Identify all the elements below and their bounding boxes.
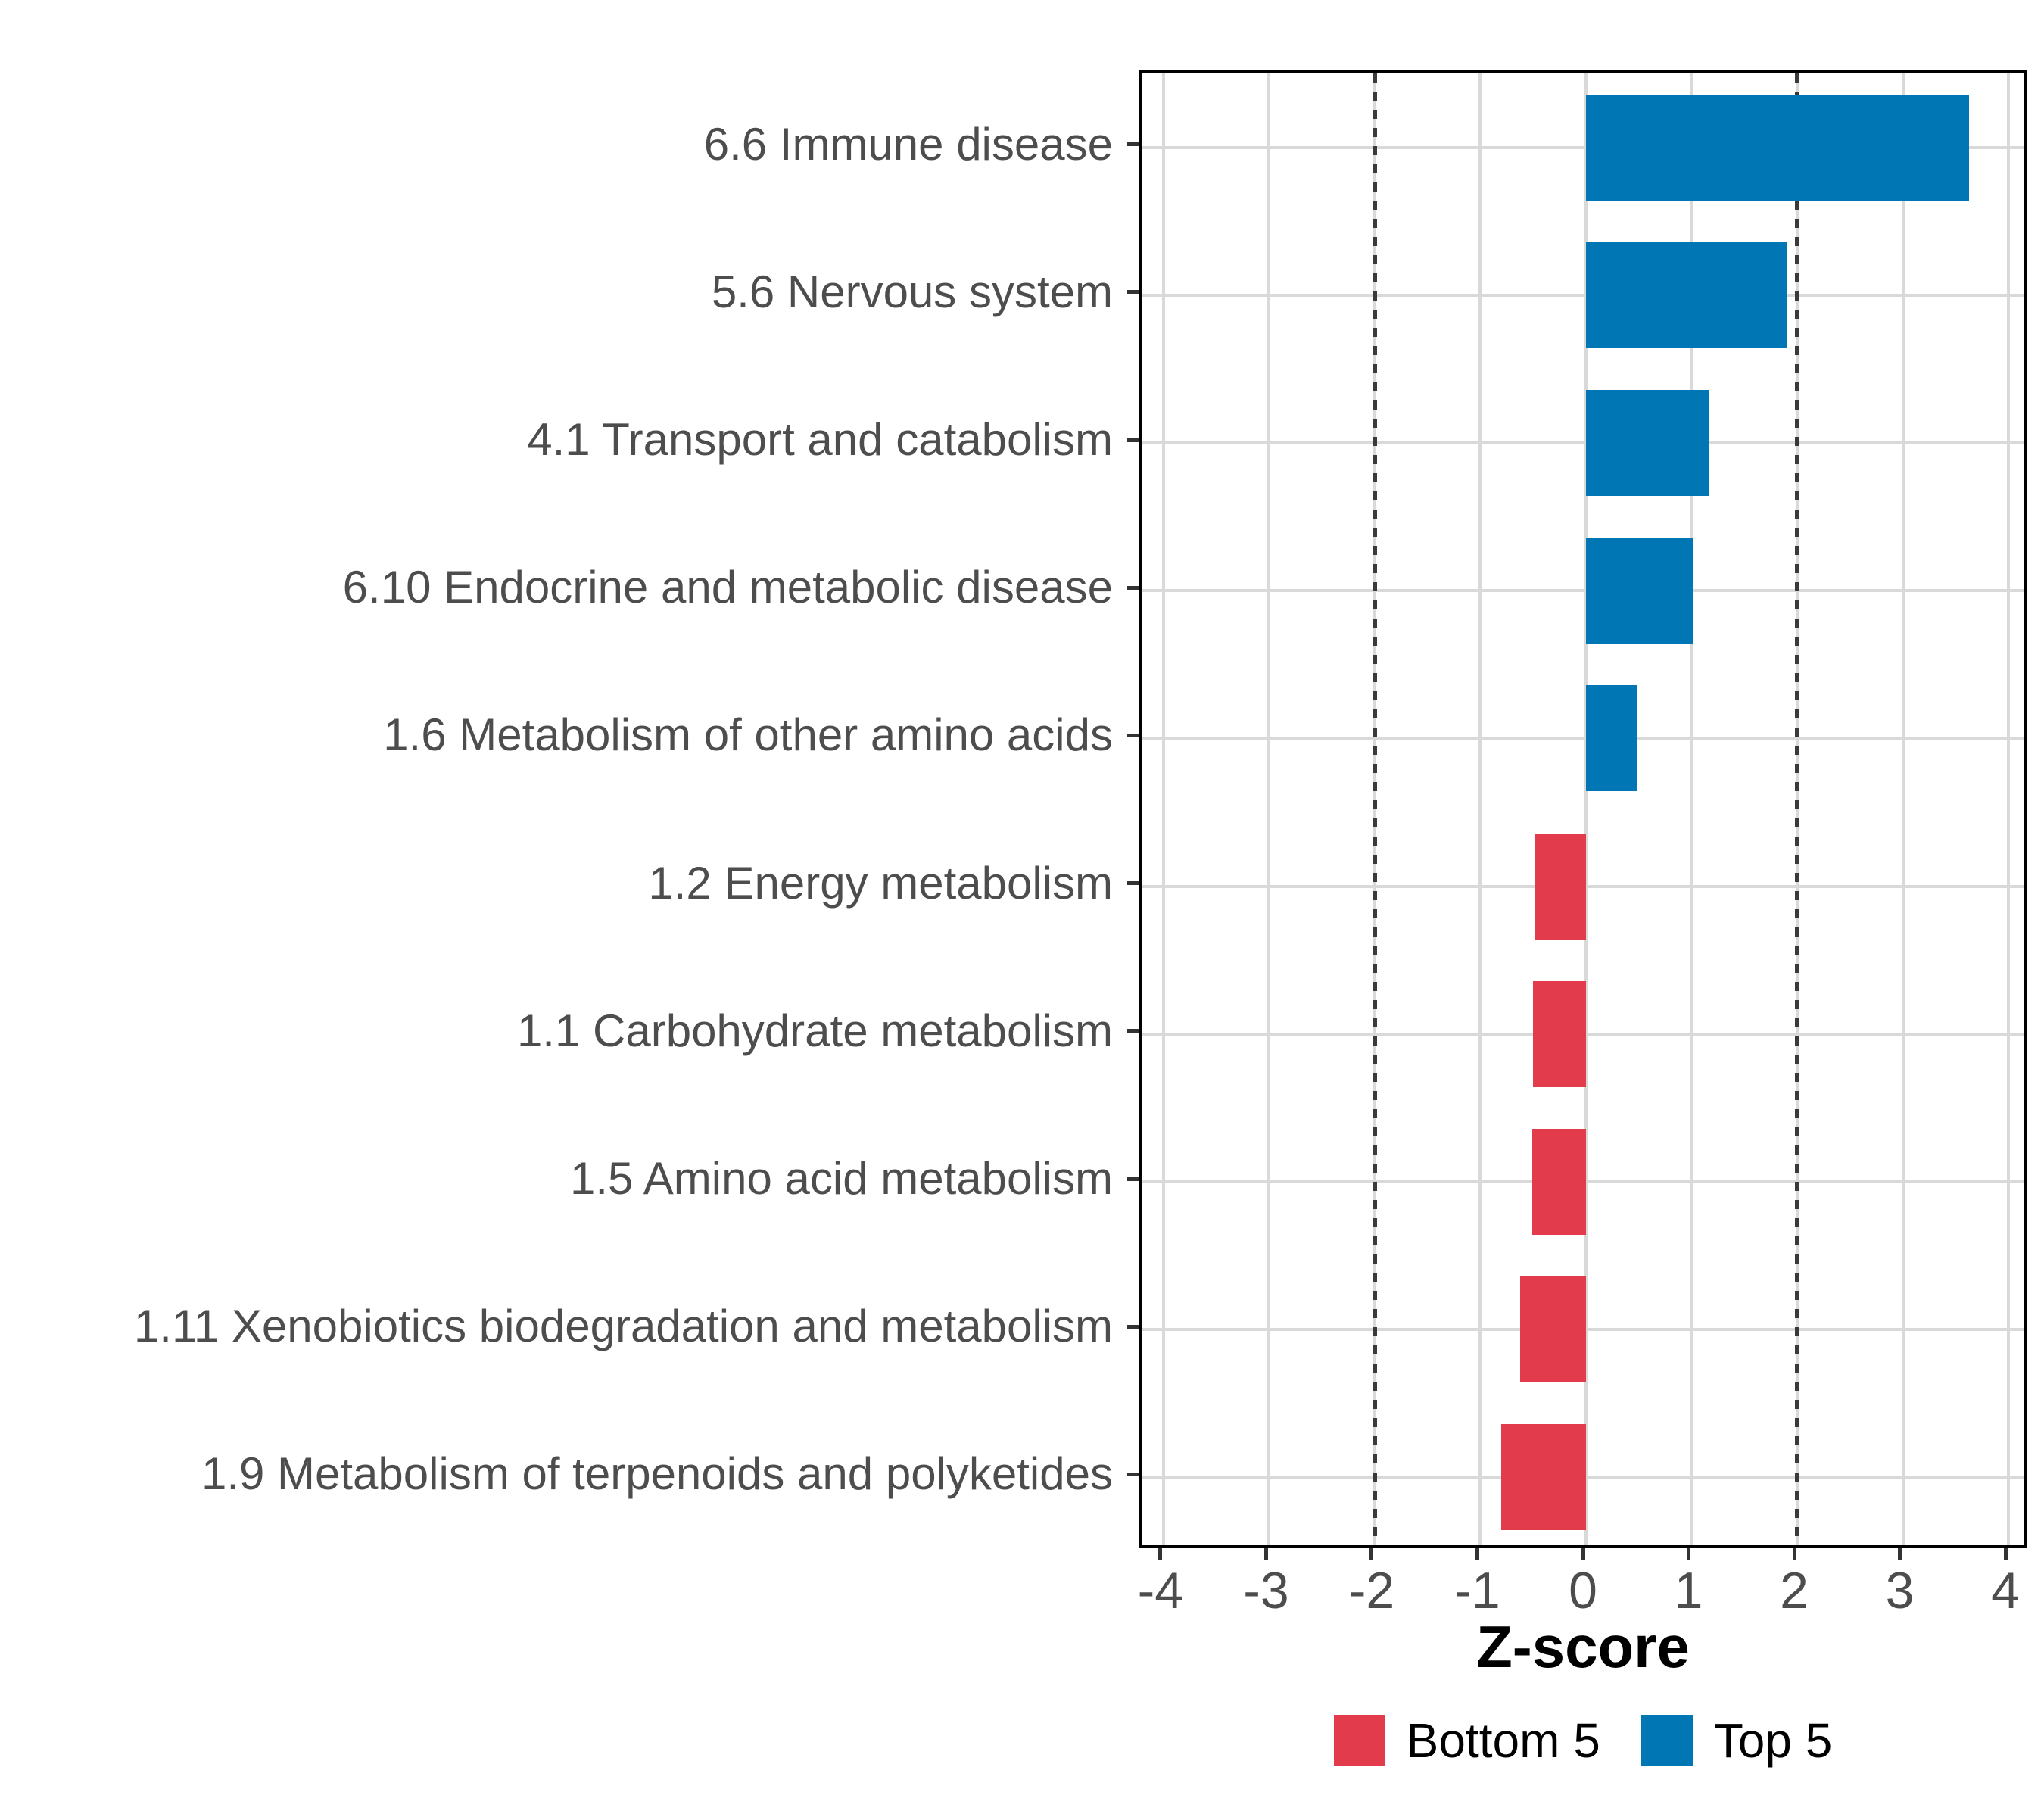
bar-1-6-metabolism-of-other-amino-acids — [1586, 685, 1637, 792]
y-tick-3 — [1127, 585, 1139, 590]
legend-item-bottom5: Bottom 5 — [1333, 1713, 1600, 1769]
x-tick-label-2: 2 — [1780, 1562, 1809, 1619]
gridline-row-4 — [1142, 737, 2024, 740]
gridline-row-0 — [1142, 145, 2024, 149]
gridline-x--1 — [1478, 73, 1482, 1545]
bar-4-1-transport-and-catabolism — [1586, 390, 1709, 496]
y-label-9: 1.9 Metabolism of terpenoids and polyket… — [201, 1448, 1113, 1500]
y-label-5: 1.2 Energy metabolism — [648, 857, 1113, 908]
x-tick-0 — [1581, 1548, 1585, 1560]
x-tick-2 — [1792, 1548, 1796, 1560]
reference-line-x-2 — [1795, 73, 1800, 1545]
gridline-x-1 — [1690, 73, 1693, 1545]
x-tick-label-1: 1 — [1674, 1562, 1703, 1619]
y-label-6: 1.1 Carbohydrate metabolism — [516, 1005, 1113, 1056]
gridline-row-3 — [1142, 589, 2024, 593]
gridline-x-0 — [1584, 73, 1588, 1545]
x-tick-4 — [2003, 1548, 2008, 1560]
plot-panel — [1139, 70, 2027, 1548]
x-tick-label-0: 0 — [1569, 1562, 1597, 1619]
y-tick-8 — [1127, 1324, 1139, 1329]
legend-swatch-bottom5 — [1333, 1715, 1385, 1766]
y-tick-7 — [1127, 1177, 1139, 1181]
y-label-2: 4.1 Transport and catabolism — [527, 414, 1113, 465]
bar-6-6-immune-disease — [1586, 94, 1970, 201]
gridline-x-4 — [2007, 73, 2011, 1545]
y-label-4: 1.6 Metabolism of other amino acids — [383, 709, 1113, 761]
x-tick--4 — [1158, 1548, 1163, 1560]
bar-5-6-nervous-system — [1586, 242, 1787, 348]
x-tick--1 — [1475, 1548, 1479, 1560]
bar-1-5-amino-acid-metabolism — [1531, 1129, 1586, 1235]
y-tick-9 — [1127, 1472, 1139, 1476]
y-tick-1 — [1127, 290, 1139, 295]
gridline-x-3 — [1901, 73, 1905, 1545]
gridline-row-2 — [1142, 441, 2024, 444]
x-tick--3 — [1263, 1548, 1268, 1560]
y-tick-5 — [1127, 881, 1139, 886]
x-tick-3 — [1898, 1548, 1902, 1560]
y-tick-4 — [1127, 733, 1139, 737]
y-tick-6 — [1127, 1029, 1139, 1033]
x-tick-1 — [1687, 1548, 1691, 1560]
x-tick--2 — [1369, 1548, 1374, 1560]
legend: Bottom 5 Top 5 — [1139, 1713, 2027, 1769]
legend-item-top5: Top 5 — [1640, 1713, 1833, 1769]
reference-line-x--2 — [1372, 73, 1377, 1545]
bar-6-10-endocrine-and-metabolic-disease — [1586, 538, 1694, 644]
bar-1-1-carbohydrate-metabolism — [1533, 980, 1586, 1087]
y-label-0: 6.6 Immune disease — [703, 118, 1113, 170]
x-tick-label-3: 3 — [1885, 1562, 1915, 1619]
y-label-3: 6.10 Endocrine and metabolic disease — [342, 562, 1113, 613]
bar-1-2-energy-metabolism — [1534, 833, 1586, 940]
x-tick-label--1: -1 — [1454, 1562, 1500, 1619]
y-tick-0 — [1127, 142, 1139, 147]
x-tick-label--4: -4 — [1137, 1562, 1184, 1619]
legend-label-top5: Top 5 — [1713, 1713, 1833, 1768]
gridline-x--4 — [1161, 73, 1165, 1545]
x-tick-label-4: 4 — [1991, 1562, 2020, 1619]
y-label-1: 5.6 Nervous system — [711, 266, 1113, 317]
bar-1-11-xenobiotics-biodegradation-and-metabolism — [1520, 1276, 1586, 1383]
gridline-x--3 — [1267, 73, 1271, 1545]
x-axis-title: Z-score — [1476, 1613, 1690, 1680]
legend-label-bottom5: Bottom 5 — [1406, 1713, 1600, 1768]
y-label-8: 1.11 Xenobiotics biodegradation and meta… — [133, 1301, 1113, 1352]
bar-1-9-metabolism-of-terpenoids-and-polyketides — [1501, 1424, 1586, 1531]
y-tick-2 — [1127, 438, 1139, 442]
y-label-7: 1.5 Amino acid metabolism — [569, 1153, 1113, 1204]
legend-swatch-top5 — [1640, 1715, 1693, 1766]
x-tick-label--2: -2 — [1348, 1562, 1395, 1619]
gridline-row-1 — [1142, 293, 2024, 297]
x-tick-label--3: -3 — [1243, 1562, 1289, 1619]
